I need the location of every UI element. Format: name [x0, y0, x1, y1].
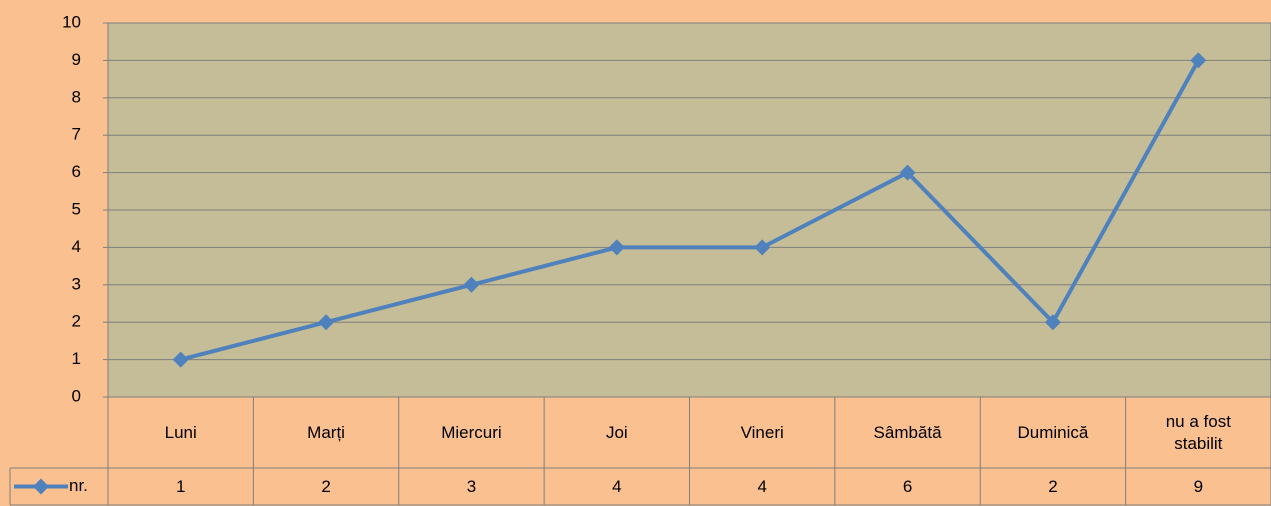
category-cell: Joi — [544, 397, 689, 468]
category-cell-text: Joi — [605, 422, 628, 442]
data-cell-text: 1 — [175, 476, 186, 496]
category-cell-text: nu a fost stabilit — [1165, 411, 1231, 453]
data-cell: 9 — [1126, 468, 1271, 505]
data-cell: 2 — [980, 468, 1125, 505]
data-cell: 2 — [253, 468, 398, 505]
category-cell-text: Marți — [307, 422, 345, 442]
category-cell: Duminică — [980, 397, 1125, 468]
marker — [899, 164, 916, 181]
legend-marker — [33, 478, 49, 495]
data-cell: 4 — [690, 468, 835, 505]
y-tick-label: 9 — [72, 50, 81, 69]
marker — [1044, 314, 1061, 331]
data-cell-text: 4 — [757, 476, 767, 496]
y-tick-label: 4 — [72, 237, 81, 256]
data-cell-text: 2 — [1048, 476, 1058, 496]
marker — [608, 239, 625, 256]
y-tick-label: 5 — [72, 199, 81, 218]
y-tick-label: 6 — [72, 162, 81, 181]
marker — [463, 276, 480, 293]
data-cell-text: 6 — [902, 476, 913, 496]
y-tick-label: 7 — [72, 125, 81, 144]
y-tick-label: 2 — [72, 312, 81, 331]
category-cell: Luni — [108, 397, 253, 468]
y-tick-label: 1 — [72, 349, 81, 368]
category-cell: Sâmbătă — [835, 397, 980, 468]
category-cell: nu a fost stabilit — [1126, 397, 1271, 468]
y-tick-label: 10 — [62, 12, 81, 31]
marker — [318, 314, 335, 331]
category-cell-text: Luni — [164, 422, 197, 442]
category-cell-text: Miercuri — [441, 422, 502, 442]
category-cell-text: Duminică — [1017, 422, 1089, 442]
category-cell: Vineri — [690, 397, 835, 468]
data-cell-text: 4 — [612, 476, 622, 496]
data-cell-text: 3 — [466, 476, 477, 496]
y-tick-label: 8 — [72, 87, 81, 106]
data-cell: 6 — [835, 468, 980, 505]
y-tick-label: 0 — [72, 386, 81, 405]
y-tick-label: 3 — [72, 274, 81, 293]
category-cell-text: Sâmbătă — [873, 422, 942, 442]
data-cell: 4 — [544, 468, 689, 505]
marker — [172, 351, 189, 368]
marker — [754, 239, 771, 256]
marker — [1190, 52, 1207, 69]
legend-label: nr. — [69, 476, 88, 495]
data-cell: 1 — [108, 468, 253, 505]
category-cell-text: Vineri — [740, 422, 784, 442]
data-cell-text: 2 — [321, 476, 331, 496]
data-cell-text: 9 — [1193, 476, 1204, 496]
category-cell: Marți — [253, 397, 398, 468]
line — [180, 59, 1201, 362]
category-cell: Miercuri — [399, 397, 544, 468]
data-cell: 3 — [399, 468, 544, 505]
